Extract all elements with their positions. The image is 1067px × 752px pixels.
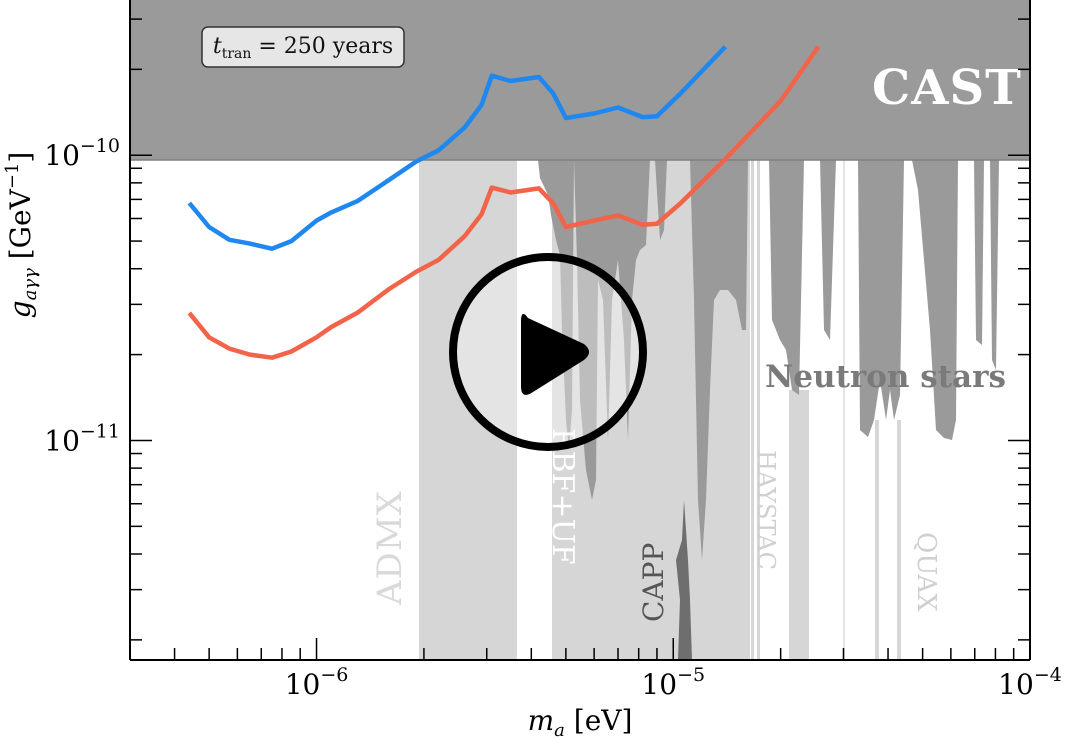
capp-label: CAPP bbox=[637, 543, 670, 622]
neutron-stars-region bbox=[538, 160, 999, 560]
x-axis-label: ma [eV] bbox=[528, 704, 633, 741]
x-tick-label: 10−5 bbox=[641, 664, 705, 701]
play-button[interactable] bbox=[449, 253, 647, 451]
neutron-stars-label: Neutron stars bbox=[765, 359, 1006, 395]
x-tick-label: 10−4 bbox=[998, 664, 1062, 701]
y-axis-label: gaγγ [GeV−1] bbox=[2, 152, 41, 319]
annotation-box bbox=[201, 26, 405, 68]
thin-band-3 bbox=[843, 160, 845, 660]
quax-label: QUAX bbox=[911, 532, 941, 612]
series-line-1 bbox=[187, 45, 728, 251]
y-tick-label: 10−10 bbox=[44, 135, 120, 172]
haystac-label: HAYSTAC bbox=[752, 450, 780, 570]
quax-band-a bbox=[875, 420, 879, 660]
cast-label: CAST bbox=[872, 60, 1022, 116]
annotation-text: ttran = 250 years bbox=[213, 34, 393, 62]
thin-band-1 bbox=[751, 160, 754, 660]
play-icon[interactable] bbox=[521, 313, 589, 395]
haystac-region bbox=[789, 390, 809, 660]
thin-band-2 bbox=[757, 160, 760, 660]
capp-region bbox=[676, 500, 692, 660]
y-tick-label: 10−11 bbox=[44, 420, 120, 457]
admx-label: ADMX bbox=[370, 490, 410, 606]
x-tick-label: 10−6 bbox=[285, 664, 349, 701]
series-line-2 bbox=[187, 45, 821, 360]
quax-band-b bbox=[897, 420, 901, 660]
